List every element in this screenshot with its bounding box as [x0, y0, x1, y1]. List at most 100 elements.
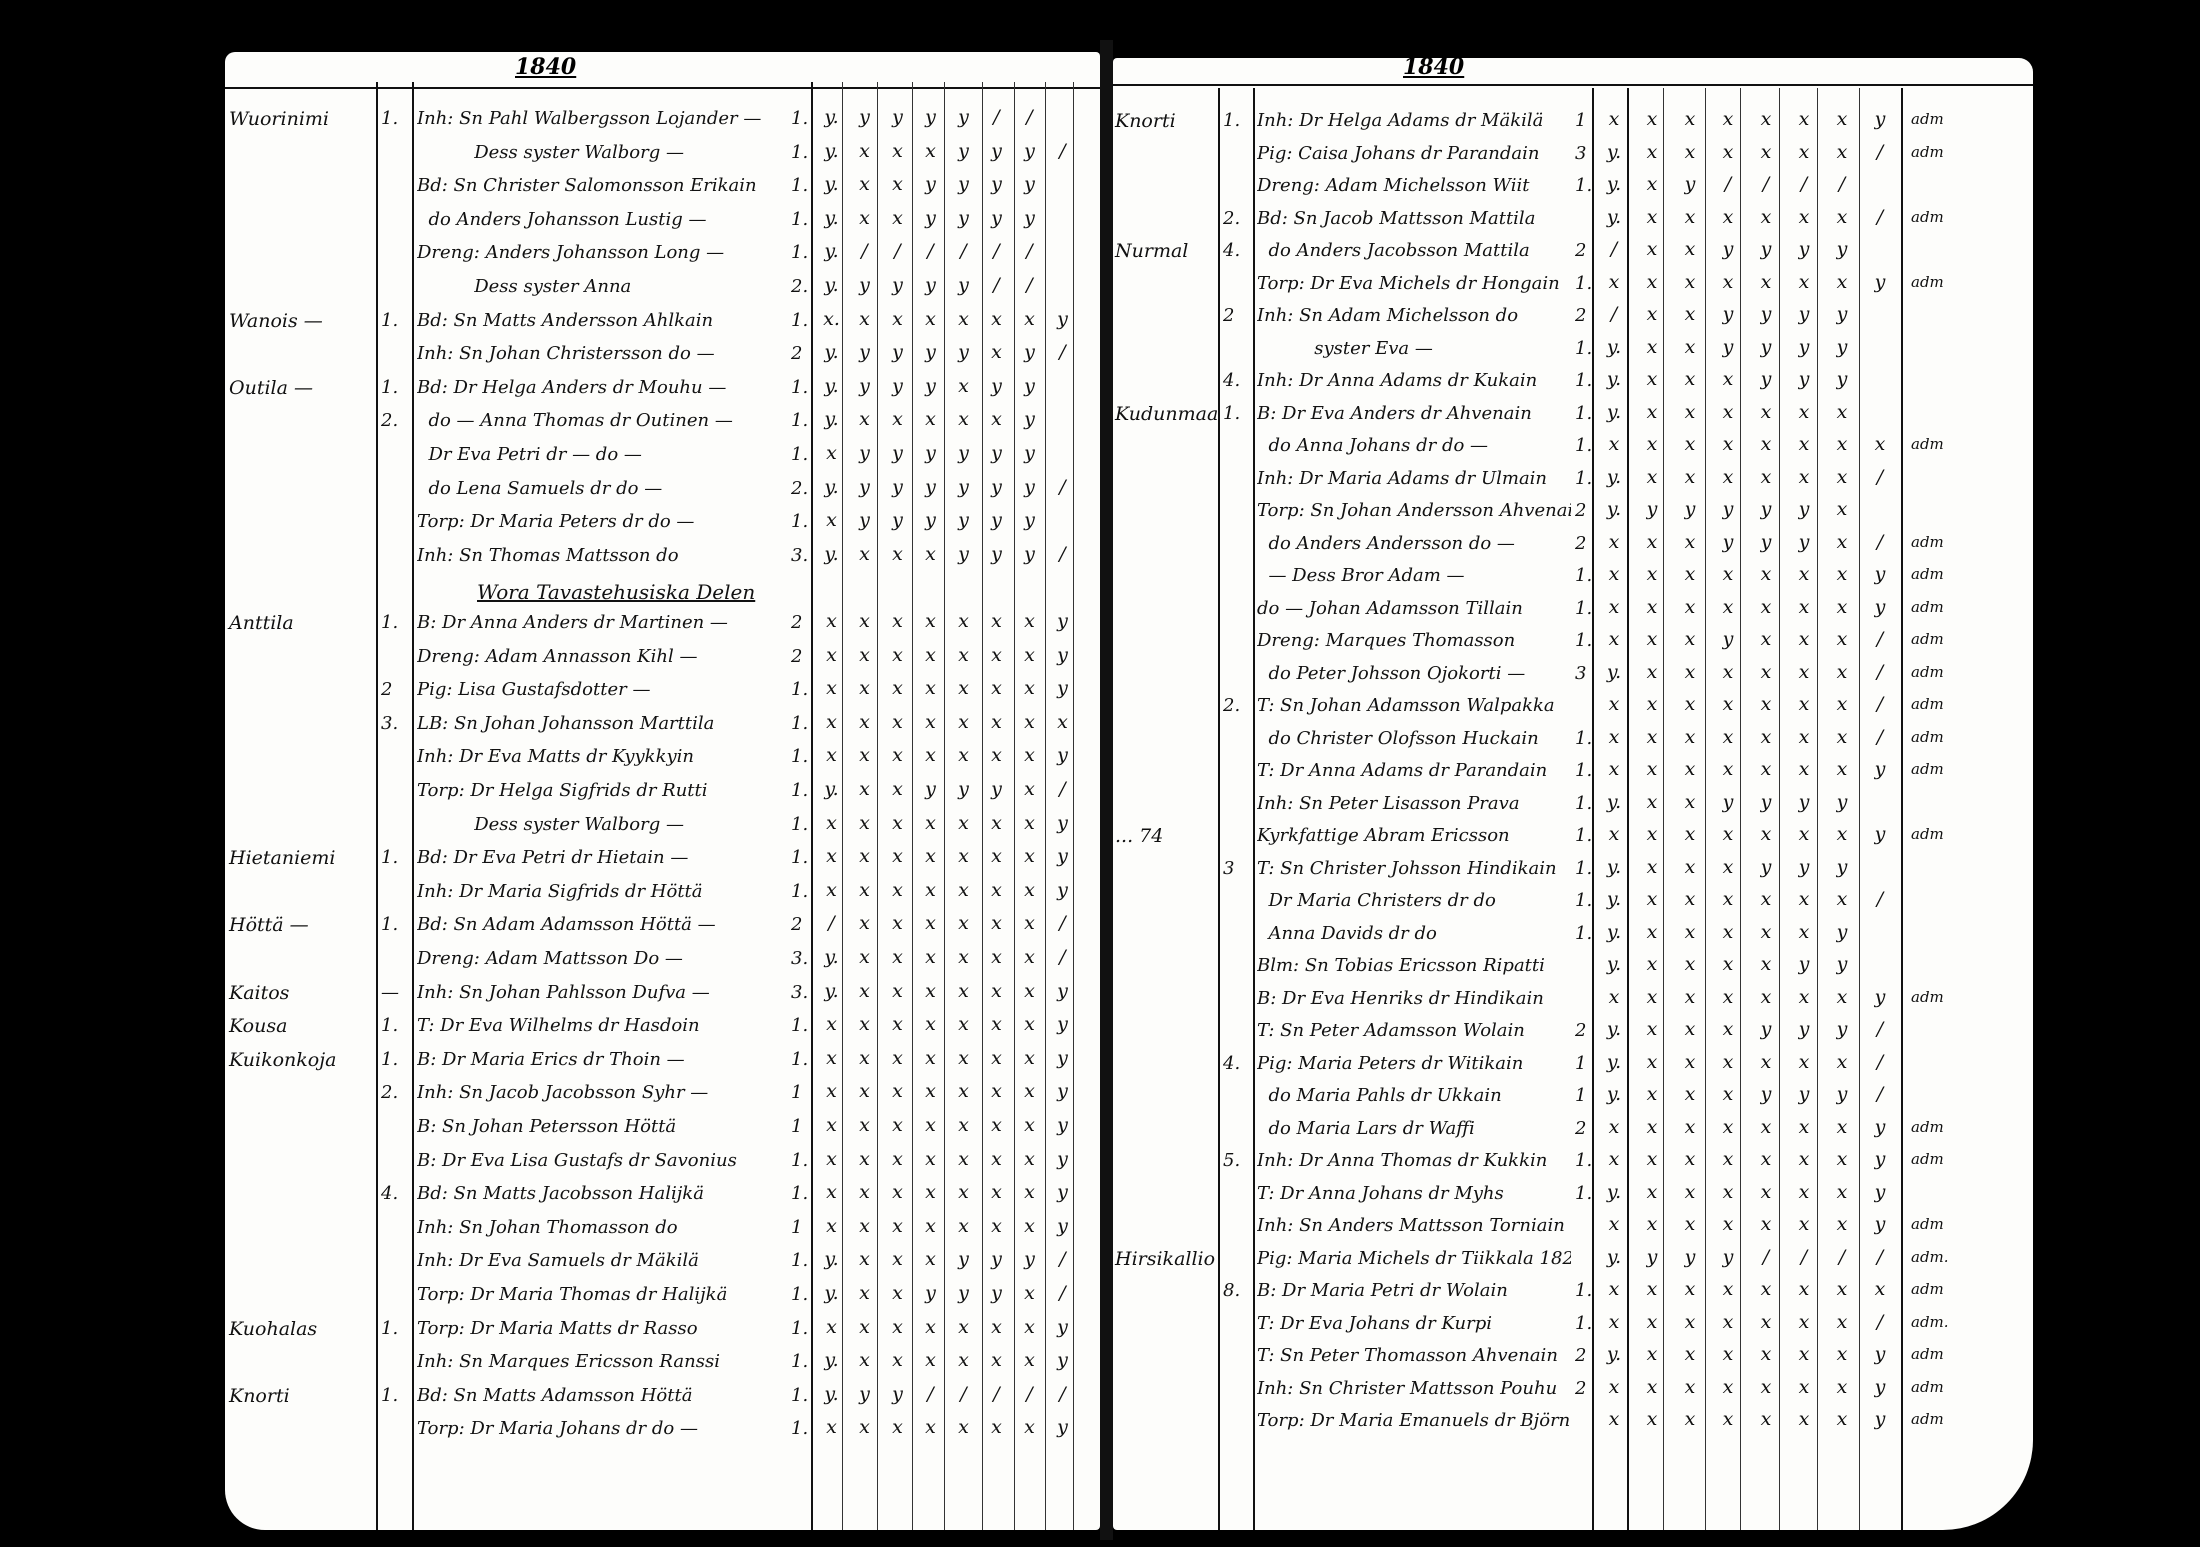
exam-mark: x: [991, 1214, 1002, 1237]
exam-mark: x: [859, 1349, 870, 1372]
exam-mark: x: [1684, 563, 1696, 585]
register-row: 8. B: Dr Maria Petri dr Wolain 1. x x x x x x x x a…: [1113, 1276, 2033, 1308]
exam-mark: y.: [1606, 205, 1622, 228]
exam-mark: x: [1646, 433, 1658, 455]
person-count: 1.: [1575, 337, 1593, 359]
person-entry: B: Dr Eva Henriks dr Hindikain: [1257, 987, 1544, 1009]
exam-mark: /: [1876, 888, 1884, 910]
exam-mark: y: [1836, 1083, 1848, 1105]
exam-mark: x: [991, 1416, 1002, 1439]
exam-mark: y: [1760, 238, 1772, 260]
exam-mark: x: [1684, 1310, 1696, 1333]
register-row: Dr Eva Petri dr — do —1. x y y y y y y: [225, 440, 1100, 472]
person-count: 2: [791, 645, 803, 667]
exam-mark: x: [991, 912, 1002, 935]
person-entry: T: Sn Christer Johsson Hindikain: [1257, 857, 1557, 879]
admission-note: adm: [1911, 760, 1944, 778]
exam-mark: x: [925, 1181, 936, 1204]
exam-mark: y.: [824, 139, 839, 162]
person-count: 1.: [791, 1015, 809, 1037]
person-entry: Bd: Sn Matts Jacobsson Halijkä: [417, 1183, 704, 1205]
exam-mark: x: [1722, 725, 1734, 748]
exam-mark: x: [1608, 628, 1620, 650]
exam-marks: y. y y y y / /: [815, 106, 1046, 128]
exam-mark: x: [892, 1248, 903, 1271]
exam-mark: y: [991, 542, 1002, 565]
person-entry: Blm: Sn Tobias Ericsson Ripatti: [1257, 955, 1545, 976]
admission-note: adm: [1911, 727, 1944, 746]
exam-mark: x: [892, 1046, 903, 1069]
exam-mark: y: [1057, 744, 1068, 767]
exam-mark: x: [892, 845, 903, 868]
register-row: Inh: Sn Peter Lisasson Prava 1. y. x x y y y y: [1113, 789, 2033, 821]
exam-mark: x: [826, 811, 837, 834]
person-entry: Inh: Sn Adam Michelsson do: [1257, 305, 1519, 326]
exam-mark: x: [859, 173, 870, 196]
household-number: 4.: [1223, 240, 1241, 261]
register-row: T: Dr Anna Johans dr Myhs 1. y. x x x x x x y: [1113, 1179, 2033, 1211]
exam-mark: y: [1798, 790, 1810, 813]
exam-mark: x: [1760, 563, 1772, 585]
exam-mark: x: [826, 1214, 837, 1237]
exam-mark: x: [1760, 888, 1772, 910]
register-row: Inh: Dr Eva Samuels dr Mäkilä 1. y. x x x y y y /: [225, 1246, 1100, 1278]
exam-mark: x: [1722, 888, 1734, 910]
exam-mark: /: [1876, 660, 1884, 683]
person-count: 1.: [791, 813, 809, 835]
exam-mark: y: [1057, 1013, 1068, 1036]
exam-mark: x: [925, 946, 936, 968]
exam-mark: x: [1608, 1408, 1620, 1430]
exam-mark: y: [1024, 1248, 1035, 1271]
person-entry: syster Eva —: [1257, 337, 1433, 359]
exam-mark: x: [1760, 108, 1772, 130]
exam-mark: x: [1760, 985, 1772, 1008]
person-entry: B: Dr Eva Lisa Gustafs dr Savonius: [417, 1149, 737, 1171]
exam-mark: x: [1024, 744, 1035, 767]
exam-mark: y: [1760, 855, 1772, 878]
exam-mark: y.: [824, 1248, 839, 1271]
exam-mark: x: [826, 509, 837, 532]
exam-mark: y: [925, 173, 936, 196]
exam-mark: x: [1722, 108, 1734, 130]
exam-mark: y: [991, 206, 1002, 229]
register-row: 3. LB: Sn Johan Johansson Marttila 1. x x x x x…: [225, 709, 1100, 741]
exam-mark: x: [826, 710, 837, 733]
person-entry: T: Sn Peter Adamsson Wolain: [1257, 1020, 1525, 1041]
admission-note: adm: [1911, 630, 1944, 648]
register-row: Torp: Sn Johan Andersson Ahvenain 2 y. y y y y…: [1113, 496, 2033, 528]
person-count: 1.: [791, 208, 809, 230]
exam-marks: y. x x x y y y /: [1595, 1083, 1899, 1105]
register-row: do Anna Johans dr do — 1. x x x x x x x x adm: [1113, 431, 2033, 463]
exam-mark: y.: [1606, 1245, 1622, 1268]
exam-marks: y. x x x y y y /: [1595, 1018, 1899, 1040]
exam-mark: /: [1724, 173, 1732, 195]
exam-mark: x: [859, 1416, 870, 1439]
exam-mark: x: [859, 542, 870, 565]
exam-mark: x: [1798, 628, 1810, 650]
exam-mark: /: [1876, 1245, 1884, 1268]
person-count: 1.: [1575, 1150, 1593, 1171]
exam-mark: y: [1760, 498, 1772, 520]
exam-mark: /: [1059, 778, 1066, 800]
exam-mark: x: [991, 979, 1002, 1002]
exam-mark: /: [1876, 465, 1884, 488]
exam-mark: x: [859, 1282, 870, 1304]
exam-mark: y: [991, 442, 1002, 464]
admission-note: adm: [1911, 597, 1944, 616]
exam-mark: x: [958, 811, 969, 834]
exam-mark: x: [1722, 595, 1734, 618]
person-count: 2: [791, 612, 803, 633]
exam-mark: y: [925, 106, 936, 128]
household-number: 2: [381, 679, 393, 701]
exam-mark: x: [859, 912, 870, 935]
exam-mark: y: [958, 139, 969, 162]
exam-mark: /: [927, 240, 934, 263]
exam-mark: y.: [1606, 335, 1622, 358]
section-heading-row: Wora Tavastehusiska Delen: [225, 574, 1100, 606]
person-entry: Torp: Dr Maria Emanuels dr Björni: [1257, 1410, 1571, 1431]
exam-mark: x: [1760, 628, 1772, 650]
exam-mark: x: [1646, 465, 1658, 488]
